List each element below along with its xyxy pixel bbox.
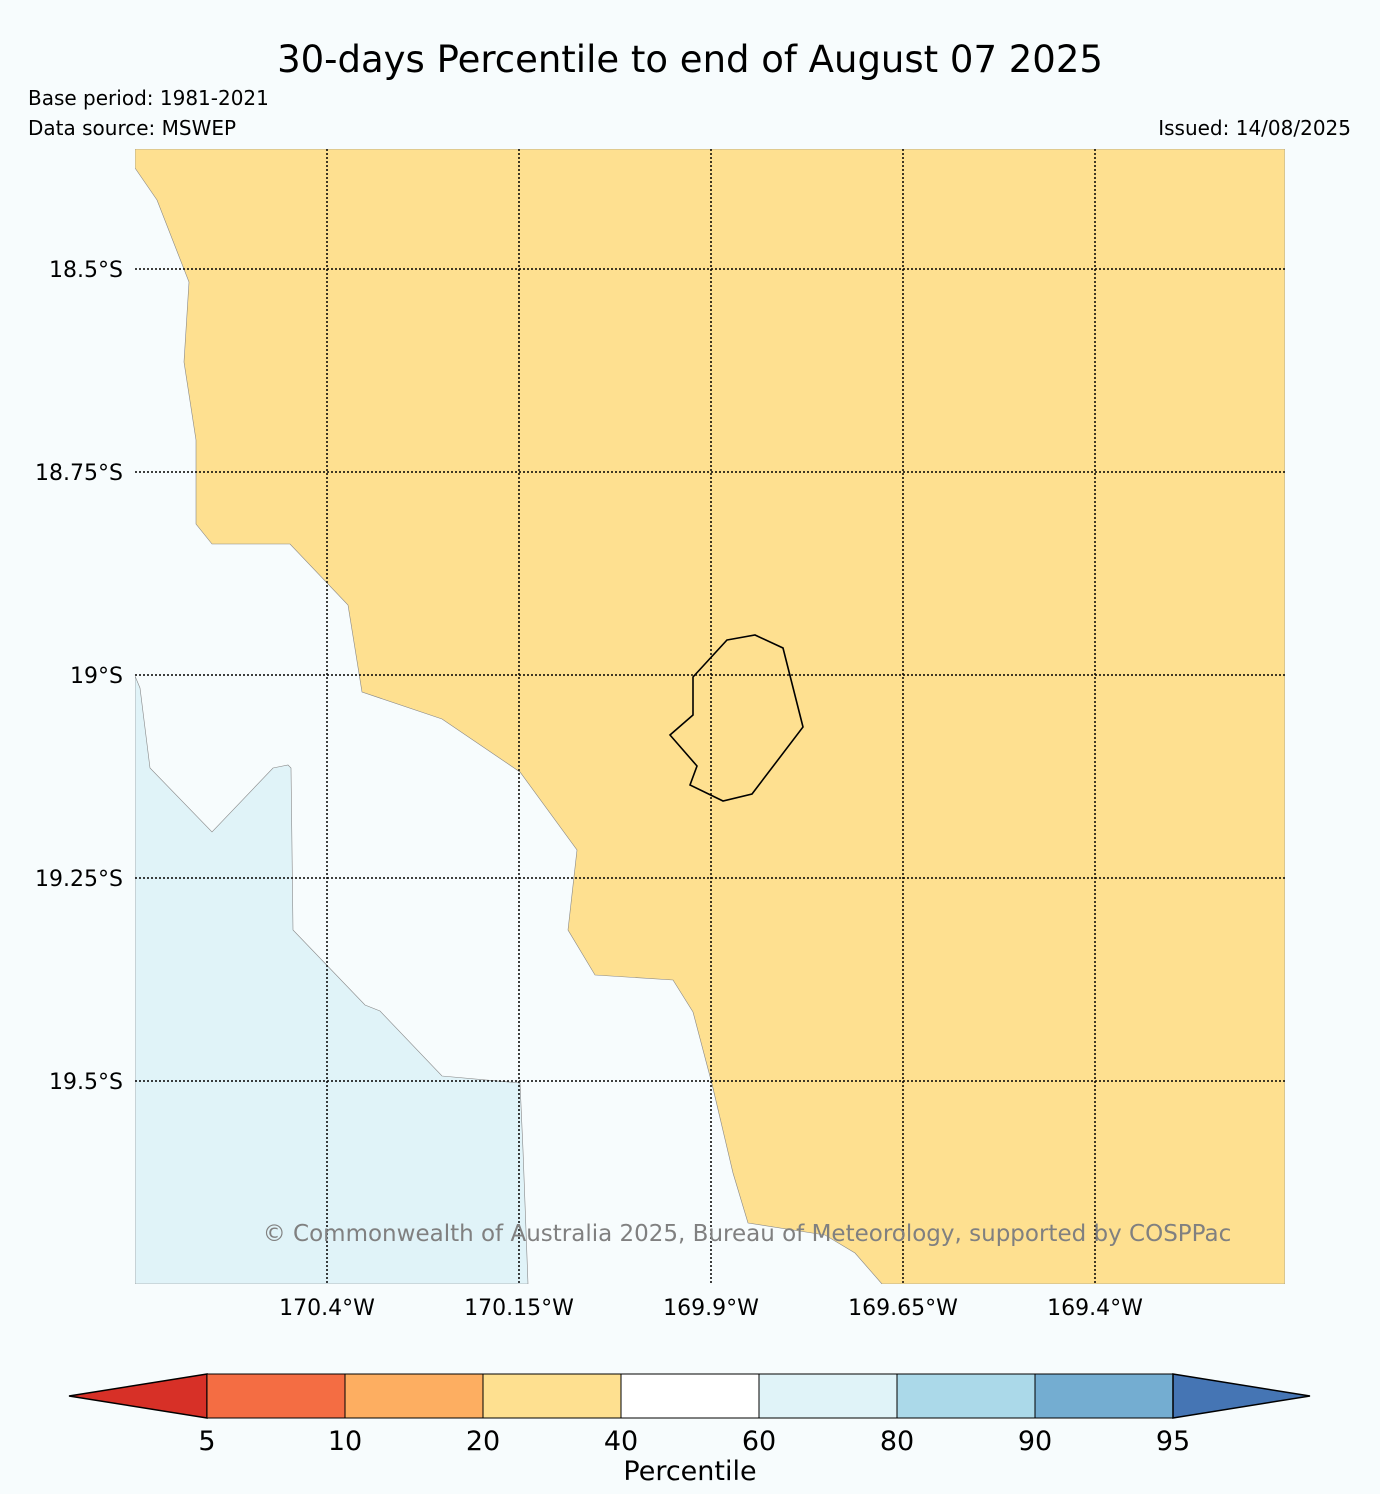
lon-label: 170.15°W (464, 1296, 574, 1321)
lat-label: 19°S (70, 664, 123, 689)
colorbar-tick-label: 80 (880, 1426, 914, 1457)
colorbar-segment (896, 1373, 1036, 1419)
lon-label: 169.4°W (1047, 1296, 1143, 1321)
colorbar-tick-label: 5 (198, 1426, 215, 1457)
data-source-label: Data source: MSWEP (28, 116, 237, 140)
lat-label: 18.75°S (35, 461, 123, 486)
colorbar-segment (1034, 1373, 1174, 1419)
colorbar-segment (758, 1373, 898, 1419)
colorbar-segment (482, 1373, 622, 1419)
lat-label: 18.5°S (49, 258, 123, 283)
latitude-labels: 18.5°S 18.75°S 19°S 19.25°S 19.5°S (35, 258, 123, 1095)
colorbar-tick-label: 95 (1156, 1426, 1190, 1457)
colorbar-tick-label: 40 (604, 1426, 638, 1457)
issued-date-label: Issued: 14/08/2025 (1158, 116, 1351, 140)
longitude-labels: 170.4°W 170.15°W 169.9°W 169.65°W 169.4°… (279, 1296, 1143, 1321)
colorbar-tick-label: 60 (742, 1426, 776, 1457)
percentile-region-20-40 (135, 149, 1285, 1284)
lat-label: 19.5°S (49, 1070, 123, 1095)
lon-label: 170.4°W (279, 1296, 375, 1321)
colorbar-segment (620, 1373, 760, 1419)
colorbar-extend-low (68, 1373, 208, 1419)
colorbar-segment (344, 1373, 484, 1419)
lat-label: 19.25°S (35, 867, 123, 892)
percentile-region-60-80 (135, 675, 529, 1284)
lon-label: 169.65°W (848, 1296, 958, 1321)
colorbar-ticks: 5 10 20 40 60 80 90 95 (198, 1426, 1190, 1457)
colorbar-segment (206, 1373, 346, 1419)
colorbar-tick-label: 20 (466, 1426, 500, 1457)
island-outline (668, 634, 804, 802)
colorbar-title: Percentile (623, 1456, 756, 1487)
colorbar-tick-label: 10 (328, 1426, 362, 1457)
map-panel: © Commonwealth of Australia 2025, Bureau… (135, 149, 1285, 1284)
colorbar-extend-high (1172, 1373, 1311, 1419)
base-period-label: Base period: 1981-2021 (28, 86, 269, 110)
graticule (135, 149, 1285, 1284)
colorbar: 5 10 20 40 60 80 90 95 Percentile (68, 1373, 1311, 1487)
map-title: 30-days Percentile to end of August 07 2… (277, 38, 1103, 81)
copyright-notice: © Commonwealth of Australia 2025, Bureau… (263, 1221, 1232, 1247)
lon-label: 169.9°W (663, 1296, 759, 1321)
colorbar-tick-label: 90 (1018, 1426, 1052, 1457)
